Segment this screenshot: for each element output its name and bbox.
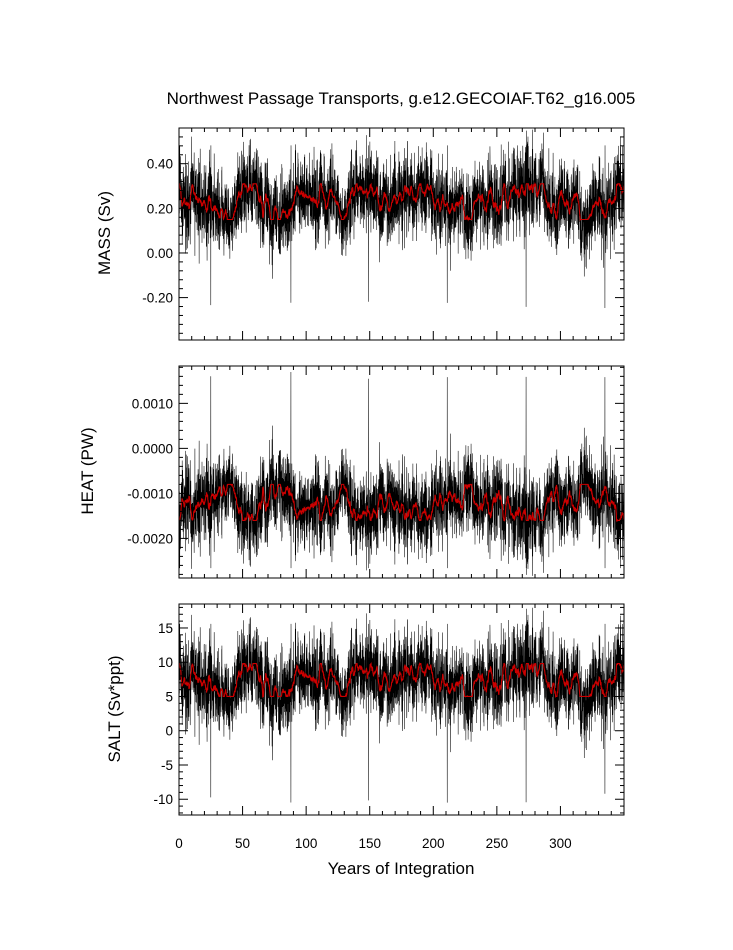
mass-frame: -0.20 0.00 0.20 0.40 <box>142 127 625 341</box>
y-tick-label: -0.20 <box>142 291 173 306</box>
x-axis-label: Years of Integration <box>328 859 475 878</box>
smoothed-series-line <box>179 483 624 523</box>
panel-mass: -0.20 0.00 0.20 0.40 MASS (Sv) <box>95 127 625 341</box>
monthly-series-line <box>179 607 624 803</box>
x-tick-label: 150 <box>358 836 381 851</box>
x-tick-label: 0 <box>175 836 183 851</box>
y-tick-label: 0.0010 <box>132 396 173 411</box>
y-tick-label: 10 <box>158 655 173 670</box>
heat-series-group <box>179 371 624 576</box>
mass-y-axis-label: MASS (Sv) <box>95 191 114 275</box>
monthly-series-line <box>179 371 624 576</box>
plot-frame <box>178 365 625 579</box>
y-tick-label: 5 <box>165 689 173 704</box>
x-tick-label: 50 <box>235 836 250 851</box>
y-tick-label: -0.0020 <box>127 531 173 546</box>
x-tick-label: 100 <box>295 836 318 851</box>
monthly-series-line <box>179 129 624 309</box>
plot-frame <box>178 603 625 816</box>
panel-salt: -10 -5 0 5 10 15 SALT (Sv*ppt) <box>105 603 625 816</box>
smoothed-series-line <box>179 181 624 222</box>
y-tick-label: -10 <box>153 792 173 807</box>
x-axis-tick-labels: 0 50 100 150 200 250 300 <box>175 836 571 851</box>
smoothed-series-line <box>179 662 624 699</box>
plot-frame <box>178 127 625 341</box>
x-tick-label: 250 <box>486 836 509 851</box>
y-tick-label: 0 <box>165 724 173 739</box>
x-tick-label: 200 <box>422 836 445 851</box>
y-tick-label: 0.00 <box>147 246 173 261</box>
heat-y-axis-label: HEAT (PW) <box>78 427 97 514</box>
chart-title: Northwest Passage Transports, g.e12.GECO… <box>167 89 636 108</box>
panel-heat: -0.0020 -0.0010 0.0000 0.0010 HEAT (PW) <box>78 365 625 579</box>
y-tick-label: 0.40 <box>147 157 173 172</box>
heat-frame: -0.0020 -0.0010 0.0000 0.0010 <box>127 365 625 579</box>
y-tick-label: 0.20 <box>147 201 173 216</box>
y-tick-label: 0.0000 <box>132 441 173 456</box>
salt-frame: -10 -5 0 5 10 15 <box>153 603 625 816</box>
x-tick-label: 300 <box>549 836 572 851</box>
y-tick-label: -0.0010 <box>127 486 173 501</box>
salt-series-group <box>179 607 624 803</box>
salt-y-axis-label: SALT (Sv*ppt) <box>105 655 124 762</box>
y-tick-label: 15 <box>158 621 173 636</box>
mass-series-group <box>179 129 624 309</box>
y-tick-label: -5 <box>161 758 173 773</box>
